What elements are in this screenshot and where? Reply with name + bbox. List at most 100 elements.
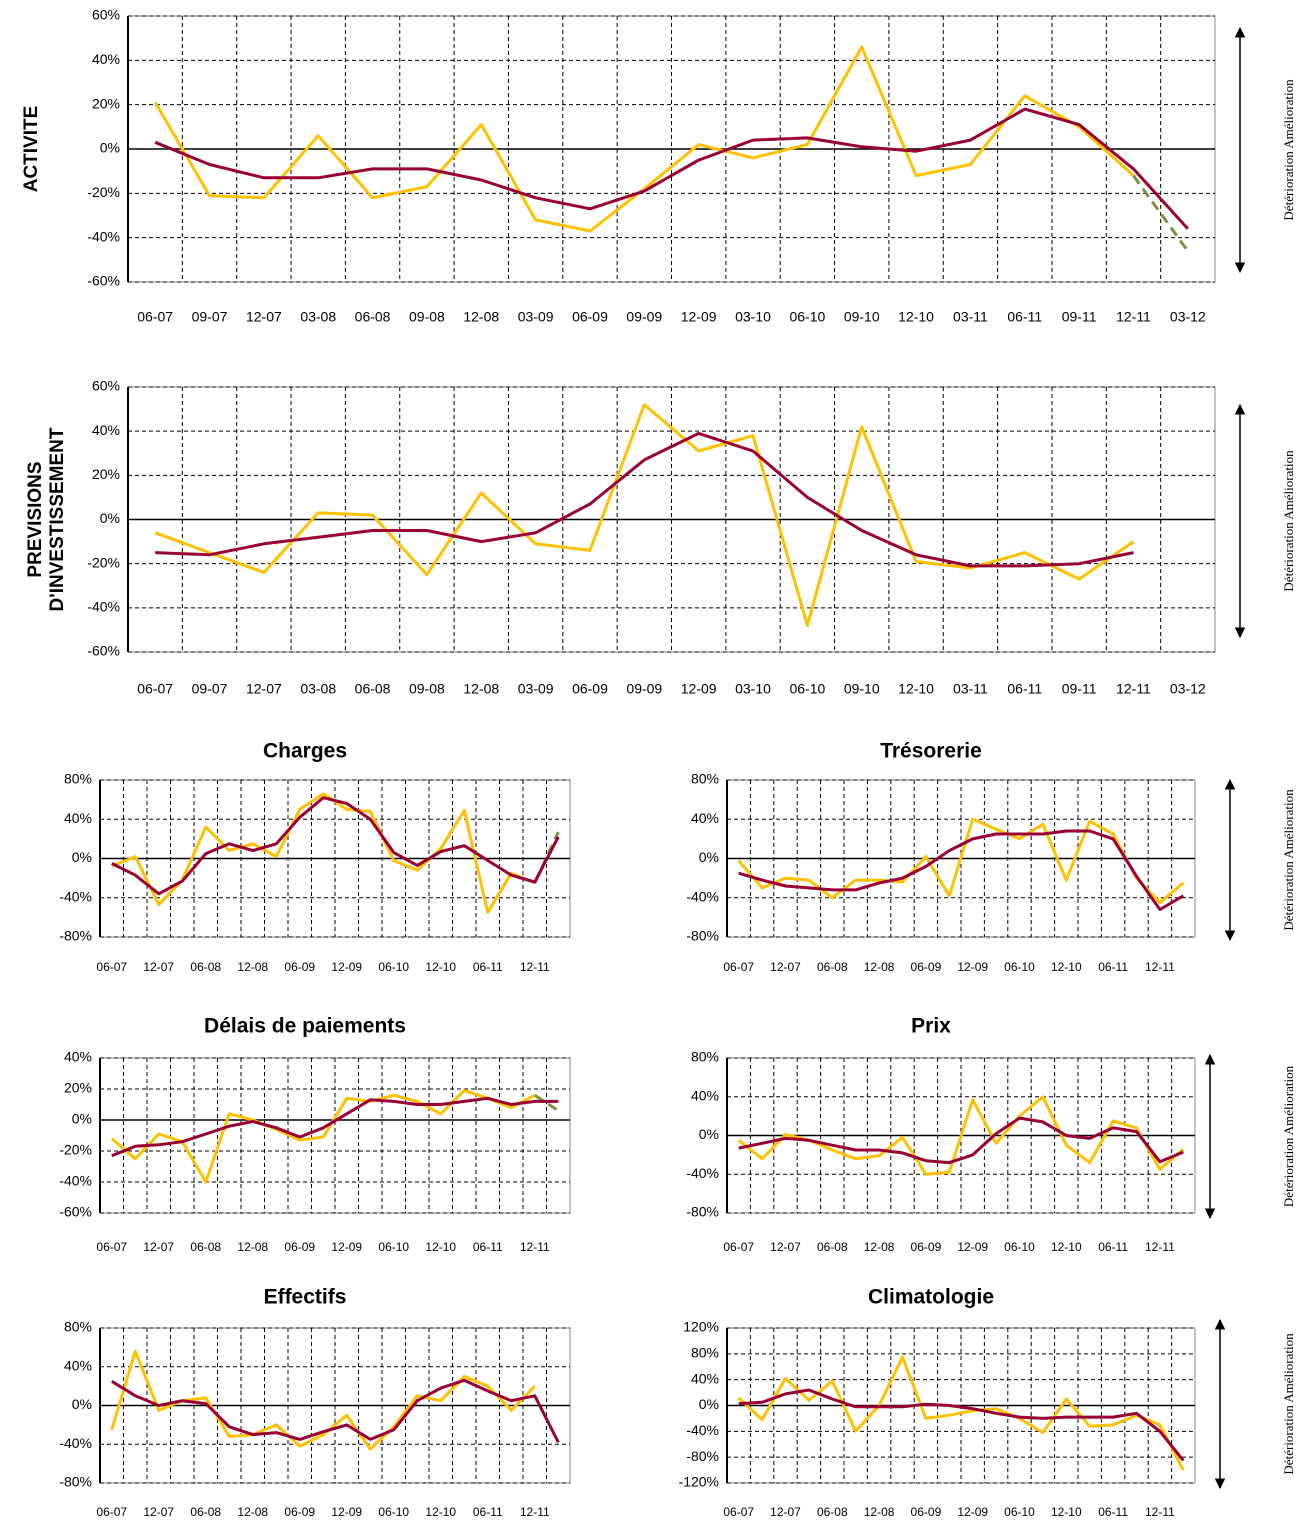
x-tick-label: 06-07 bbox=[137, 309, 173, 325]
series-line bbox=[738, 829, 1185, 911]
x-tick-label: 12-08 bbox=[864, 960, 895, 974]
x-tick-label: 06-08 bbox=[190, 960, 221, 974]
x-tick-label: 06-09 bbox=[911, 1240, 942, 1254]
x-tick-label: 12-08 bbox=[864, 1240, 895, 1254]
x-tick-label: 12-11 bbox=[520, 1240, 550, 1254]
x-tick-label: 09-09 bbox=[626, 309, 662, 325]
y-axis-label: ACTIVITE bbox=[21, 106, 42, 193]
y-tick-label: -20% bbox=[87, 184, 120, 200]
x-tick-label: 06-09 bbox=[911, 1505, 942, 1519]
x-tick-label: 06-09 bbox=[284, 1505, 315, 1519]
y-tick-label: -80% bbox=[686, 1448, 719, 1464]
x-tick-label: 06-10 bbox=[789, 309, 825, 325]
x-tick-label: 03-09 bbox=[518, 681, 554, 697]
chart-title: Délais de paiements bbox=[204, 1015, 406, 1038]
x-tick-label: 12-07 bbox=[246, 309, 282, 325]
x-tick-label: 12-10 bbox=[425, 960, 456, 974]
y-tick-label: 60% bbox=[92, 378, 120, 394]
x-tick-label: 06-09 bbox=[911, 960, 942, 974]
x-tick-label: 12-10 bbox=[1051, 1505, 1082, 1519]
y-tick-label: -40% bbox=[59, 1173, 92, 1189]
x-tick-label: 12-11 bbox=[1145, 1505, 1175, 1519]
x-tick-label: 06-08 bbox=[817, 960, 848, 974]
series-line bbox=[111, 1378, 560, 1443]
x-tick-label: 09-07 bbox=[192, 309, 228, 325]
x-tick-label: 12-10 bbox=[425, 1240, 456, 1254]
y-tick-label: 40% bbox=[92, 422, 120, 438]
y-tick-label: -40% bbox=[87, 599, 120, 615]
y-tick-label: -20% bbox=[59, 1142, 92, 1158]
y-tick-label: -60% bbox=[87, 273, 120, 289]
series-line bbox=[154, 403, 1135, 627]
series-line bbox=[737, 1355, 1185, 1471]
x-tick-label: 12-11 bbox=[1145, 1240, 1175, 1254]
y-tick-label: -60% bbox=[59, 1204, 92, 1220]
y-tick-label: 60% bbox=[92, 7, 120, 23]
x-tick-label: 12-07 bbox=[143, 960, 174, 974]
x-tick-label: 12-08 bbox=[463, 309, 499, 325]
chart-title: Trésorerie bbox=[880, 740, 982, 763]
x-tick-label: 03-11 bbox=[953, 681, 988, 697]
x-tick-label: 12-09 bbox=[681, 309, 717, 325]
x-tick-label: 06-10 bbox=[1004, 1505, 1035, 1519]
x-tick-label: 09-09 bbox=[626, 681, 662, 697]
x-tick-label: 03-08 bbox=[300, 681, 336, 697]
x-tick-label: 12-07 bbox=[770, 960, 801, 974]
x-tick-label: 06-11 bbox=[1098, 1240, 1128, 1254]
x-tick-label: 12-09 bbox=[957, 1240, 988, 1254]
x-tick-label: 06-07 bbox=[723, 1505, 754, 1519]
x-tick-label: 06-07 bbox=[723, 960, 754, 974]
x-tick-label: 09-10 bbox=[844, 309, 880, 325]
x-tick-label: 12-07 bbox=[770, 1505, 801, 1519]
y-tick-label: 0% bbox=[699, 849, 719, 865]
y-tick-label: 80% bbox=[64, 1319, 92, 1335]
x-tick-label: 03-12 bbox=[1170, 681, 1206, 697]
y-tick-label: 20% bbox=[92, 95, 120, 111]
y-tick-label: 0% bbox=[72, 1396, 92, 1412]
y-tick-label: 40% bbox=[64, 810, 92, 826]
x-tick-label: 12-07 bbox=[770, 1240, 801, 1254]
y-tick-label: 0% bbox=[699, 1396, 719, 1412]
x-tick-label: 06-07 bbox=[96, 1240, 127, 1254]
x-tick-label: 06-08 bbox=[190, 1505, 221, 1519]
y-tick-label: -40% bbox=[686, 1422, 719, 1438]
y-tick-label: 40% bbox=[64, 1049, 92, 1065]
x-tick-label: 12-11 bbox=[1116, 681, 1151, 697]
y-tick-label: 0% bbox=[699, 1126, 719, 1142]
y-tick-label: 40% bbox=[691, 1087, 719, 1103]
x-tick-label: 06-10 bbox=[1004, 1240, 1035, 1254]
x-tick-label: 12-10 bbox=[898, 309, 934, 325]
x-tick-label: 06-10 bbox=[378, 960, 409, 974]
x-tick-label: 06-08 bbox=[355, 681, 391, 697]
x-tick-label: 03-11 bbox=[953, 309, 988, 325]
y-tick-label: -40% bbox=[59, 1435, 92, 1451]
x-tick-label: 06-10 bbox=[378, 1240, 409, 1254]
x-tick-label: 06-07 bbox=[96, 1505, 127, 1519]
y-tick-label: -40% bbox=[59, 888, 92, 904]
x-tick-label: 06-11 bbox=[473, 960, 503, 974]
x-tick-label: 06-08 bbox=[817, 1505, 848, 1519]
series-line bbox=[738, 1388, 1185, 1462]
x-tick-label: 12-09 bbox=[331, 1240, 362, 1254]
y-tick-label: -40% bbox=[87, 228, 120, 244]
x-tick-label: 06-08 bbox=[355, 309, 391, 325]
y-tick-label: 80% bbox=[691, 1049, 719, 1065]
y-tick-label: 80% bbox=[691, 771, 719, 787]
x-tick-label: 06-07 bbox=[137, 681, 173, 697]
chart-title: Climatologie bbox=[868, 1286, 994, 1309]
series-line bbox=[153, 45, 1135, 233]
x-tick-label: 09-08 bbox=[409, 681, 445, 697]
x-tick-label: 12-10 bbox=[1051, 960, 1082, 974]
side-label: Détérioration Amélioration bbox=[1281, 1065, 1296, 1207]
series-line bbox=[111, 1096, 559, 1158]
side-label: Détérioration Amélioration bbox=[1281, 1333, 1296, 1475]
y-tick-label: 80% bbox=[691, 1345, 719, 1361]
y-tick-label: 0% bbox=[72, 1111, 92, 1127]
x-tick-label: 12-07 bbox=[143, 1505, 174, 1519]
side-label: Détérioration Amélioration bbox=[1281, 789, 1296, 931]
series-line bbox=[738, 1116, 1184, 1165]
x-tick-label: 06-11 bbox=[1098, 960, 1128, 974]
y-tick-label: -40% bbox=[686, 1165, 719, 1181]
x-tick-label: 09-10 bbox=[844, 681, 880, 697]
x-tick-label: 09-08 bbox=[409, 309, 445, 325]
